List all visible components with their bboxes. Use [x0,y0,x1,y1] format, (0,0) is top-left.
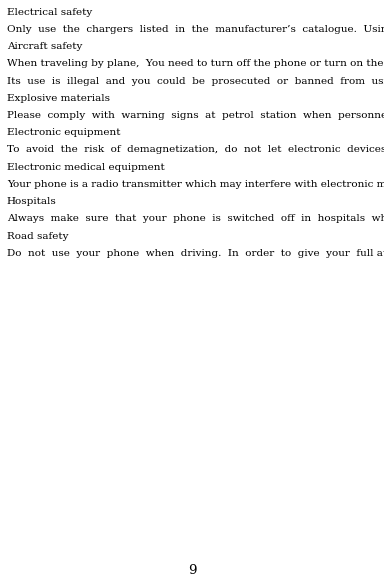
Text: Always  make  sure  that  your  phone  is  switched  off  in  hospitals  when so: Always make sure that your phone is swit… [7,214,384,223]
Text: Electronic equipment: Electronic equipment [7,128,121,137]
Text: When traveling by plane,  You need to turn off the phone or turn on the flight  : When traveling by plane, You need to tur… [7,59,384,68]
Text: Electrical safety: Electrical safety [7,8,92,16]
Text: Hospitals: Hospitals [7,197,57,206]
Text: Aircraft safety: Aircraft safety [7,42,82,51]
Text: Do  not  use  your  phone  when  driving.  In  order  to  give  your  full atten: Do not use your phone when driving. In o… [7,249,384,258]
Text: Only  use  the  chargers  listed  in  the  manufacturer’s  catalogue.  Using any: Only use the chargers listed in the manu… [7,25,384,34]
Text: 9: 9 [188,564,196,577]
Text: Explosive materials: Explosive materials [7,93,110,103]
Text: Its  use  is  illegal  and  you  could  be  prosecuted  or  banned  from  using : Its use is illegal and you could be pros… [7,77,384,85]
Text: To  avoid  the  risk  of  demagnetization,  do  not  let  electronic  devices cl: To avoid the risk of demagnetization, do… [7,145,384,154]
Text: Your phone is a radio transmitter which may interfere with electronic medical  e: Your phone is a radio transmitter which … [7,180,384,189]
Text: Electronic medical equipment: Electronic medical equipment [7,162,165,172]
Text: Road safety: Road safety [7,231,68,241]
Text: Please  comply  with  warning  signs  at  petrol  station  when  personnel askin: Please comply with warning signs at petr… [7,111,384,120]
